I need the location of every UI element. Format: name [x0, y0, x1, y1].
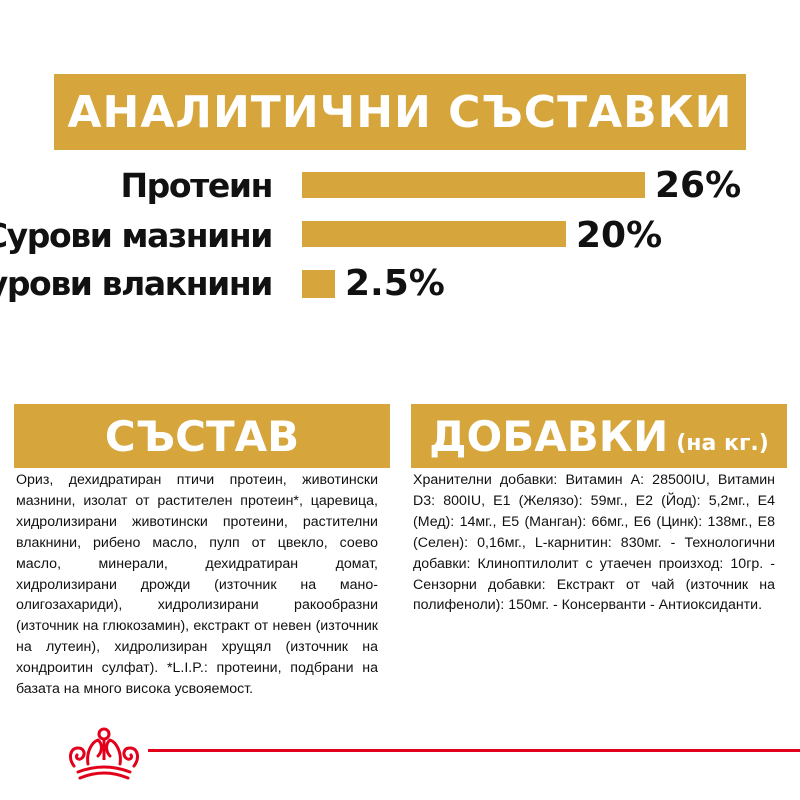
crude-fiber-value: 2.5%	[345, 263, 445, 304]
additives-banner: ДОБАВКИ (на кг.)	[411, 404, 787, 468]
footer-red-line	[148, 749, 800, 752]
composition-text: Ориз, дехидратиран птичи протеин, животи…	[16, 472, 378, 698]
composition-title: СЪСТАВ	[104, 411, 300, 461]
additives-text: Хранителни добавки: Витамин A: 28500IU, …	[413, 472, 775, 614]
crude-fat-bar	[302, 221, 566, 247]
crown-logo-icon	[69, 727, 139, 780]
crude-fat-value: 20%	[576, 215, 663, 256]
protein-label: Протеин	[120, 166, 273, 205]
composition-banner: СЪСТАВ	[14, 404, 390, 468]
additives-title: ДОБАВКИ	[429, 411, 669, 461]
protein-value: 26%	[655, 165, 742, 206]
additives-subtitle: (на кг.)	[676, 431, 769, 456]
crude-fat-label: Сурови мазнини	[0, 216, 273, 255]
crude-fiber-bar	[302, 270, 335, 298]
crude-fiber-label: Сурови влакнини	[0, 264, 273, 303]
analytical-constituents-title: АНАЛИТИЧНИ СЪСТАВКИ	[67, 86, 733, 138]
protein-bar	[302, 172, 645, 198]
analytical-constituents-banner: АНАЛИТИЧНИ СЪСТАВКИ	[54, 74, 746, 150]
